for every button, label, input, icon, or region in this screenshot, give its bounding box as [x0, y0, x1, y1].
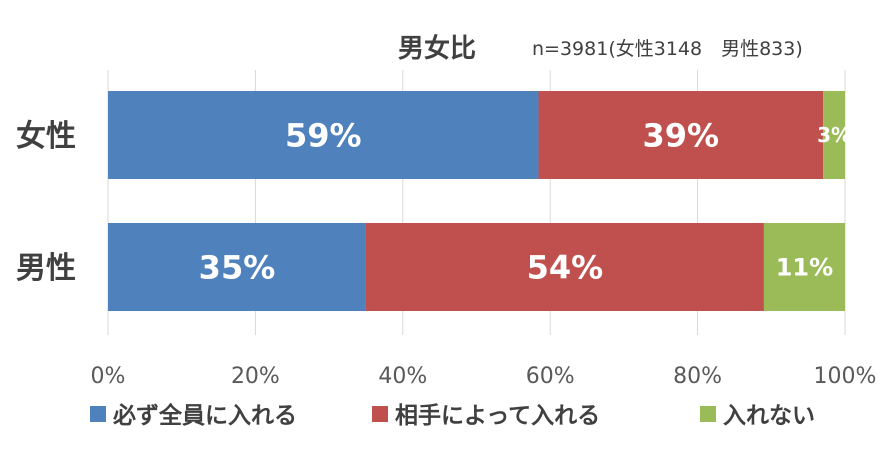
data-label: 11% — [776, 254, 833, 282]
legend: 必ず全員に入れる 相手によって入れる 入れない — [90, 402, 815, 429]
legend-item: 入れない — [700, 403, 815, 429]
legend-item: 必ず全員に入れる — [90, 402, 297, 429]
legend-swatch — [700, 406, 716, 422]
bar-segment — [365, 223, 764, 311]
data-label: 35% — [199, 249, 276, 287]
bar-segment — [538, 91, 824, 179]
x-tick-label: 80% — [673, 364, 722, 389]
x-tick-label: 20% — [231, 364, 280, 389]
category-label: 男性 — [16, 251, 76, 286]
legend-label: 入れない — [723, 403, 815, 429]
x-axis-ticks: 0% 20% 40% 60% 80% 100% — [91, 364, 877, 389]
data-label: 54% — [527, 249, 604, 287]
legend-swatch — [372, 406, 388, 422]
chart-subtitle: n=3981(女性3148 男性833) — [532, 38, 803, 60]
x-tick-label: 100% — [814, 364, 877, 389]
category-label: 女性 — [16, 119, 76, 154]
x-tick-label: 60% — [526, 364, 575, 389]
bar-segment — [108, 223, 366, 311]
data-label: 59% — [285, 117, 362, 155]
legend-label: 必ず全員に入れる — [113, 402, 297, 429]
legend-label: 相手によって入れる — [395, 403, 600, 429]
bar-segment — [823, 91, 845, 179]
data-label: 3% — [817, 123, 851, 147]
bars: 59% 39% 3% 35% 54% 11% — [108, 91, 851, 311]
bar-segment — [108, 91, 539, 179]
legend-swatch — [90, 406, 106, 422]
chart-title: 男女比 — [398, 33, 476, 64]
bar-segment — [763, 223, 845, 311]
data-label: 39% — [643, 117, 720, 155]
legend-item: 相手によって入れる — [372, 403, 600, 429]
x-tick-label: 40% — [378, 364, 427, 389]
x-tick-label: 0% — [91, 364, 126, 389]
